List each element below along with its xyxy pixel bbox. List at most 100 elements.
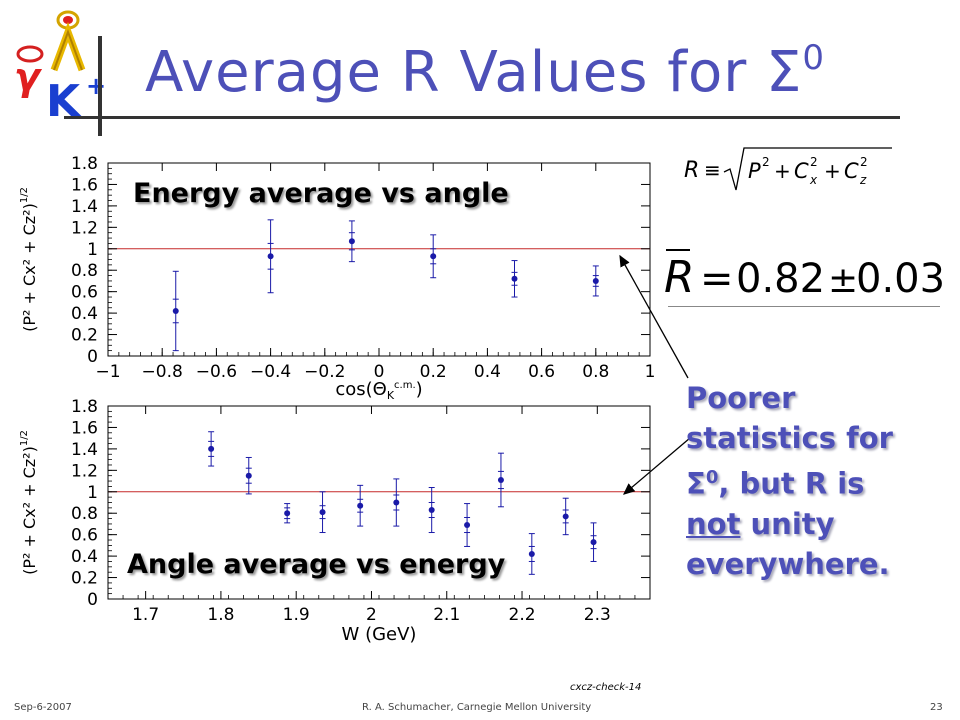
x-tick-label: 1.8: [207, 605, 234, 625]
top-plot-overlay-label: Energy average vs angle: [133, 178, 509, 209]
svg-text:z: z: [859, 173, 867, 187]
x-axis-label: cos(ΘKc.m.): [335, 379, 422, 402]
title-horizontal-rule: [64, 116, 900, 119]
note-sigma: Σ: [686, 466, 706, 501]
x-axis-label: W (GeV): [342, 624, 417, 645]
svg-text:=: =: [700, 256, 734, 302]
svg-text:2: 2: [762, 155, 770, 169]
y-tick-label: 0.2: [71, 569, 98, 589]
note-line-4-rest: unity: [740, 506, 835, 541]
plot-1: 1.7 1.8 1.9 2 2.1 2.2 2.300.20.40.60.811.21.41…: [19, 397, 651, 645]
x-tick-label: 0: [374, 362, 385, 382]
note-line-3-rest: , but R is: [718, 466, 865, 501]
y-tick-label: 1.6: [71, 175, 98, 195]
y-tick-label: 1.6: [71, 418, 98, 438]
y-tick-label: 1.8: [71, 397, 98, 417]
svg-text:0.03: 0.03: [856, 256, 945, 302]
data-point: [245, 472, 252, 479]
data-point: [464, 522, 471, 529]
note-line-2: statistics for: [686, 421, 893, 455]
data-point: [172, 307, 179, 314]
slide-title-sup: 0: [802, 38, 826, 78]
note-line-5: everywhere.: [686, 546, 890, 581]
y-axis-label: (P² + Cx² + Cz²)1/2: [19, 187, 39, 332]
x-tick-label: 0.8: [582, 362, 609, 382]
statistics-note: Poorer statistics for Σ0, but R is not u…: [686, 378, 946, 584]
x-tick-label: 1.7: [132, 605, 159, 625]
y-tick-label: 0.8: [71, 261, 98, 281]
note-not: not: [686, 506, 741, 541]
svg-text:R: R: [664, 252, 695, 303]
note-sigma-sup: 0: [705, 467, 719, 488]
x-tick-label: 2: [366, 605, 377, 625]
x-tick-label: 1.9: [283, 605, 310, 625]
svg-text:≡: ≡: [704, 158, 721, 182]
data-point: [267, 253, 274, 260]
note-line-1: Poorer: [686, 381, 796, 415]
x-tick-label: 0.4: [474, 362, 501, 382]
data-point: [393, 499, 400, 506]
y-tick-label: 0.8: [71, 504, 98, 524]
x-tick-label: −1: [95, 362, 120, 382]
data-point: [590, 539, 597, 546]
x-tick-label: −0.2: [304, 362, 345, 382]
title-vertical-rule: [98, 36, 102, 136]
data-point: [497, 476, 504, 483]
svg-text:P: P: [748, 159, 761, 183]
svg-text:γ: γ: [14, 55, 43, 99]
y-tick-label: 0.4: [71, 547, 98, 567]
x-tick-label: 0.2: [420, 362, 447, 382]
footer-author: R. A. Schumacher, Carnegie Mellon Univer…: [362, 702, 592, 713]
data-point: [511, 275, 518, 282]
y-axis-label: (P² + Cx² + Cz²)1/2: [19, 430, 39, 575]
svg-text:2: 2: [860, 155, 868, 169]
data-point: [348, 238, 355, 245]
y-tick-label: 0: [87, 590, 98, 610]
y-tick-label: 0.2: [71, 326, 98, 346]
x-tick-label: −0.6: [196, 362, 237, 382]
footer-date: Sep-6-2007: [14, 702, 72, 713]
y-tick-label: 1.4: [71, 440, 98, 460]
x-tick-label: −0.4: [250, 362, 291, 382]
x-tick-label: 1: [645, 362, 656, 382]
data-point: [528, 550, 535, 557]
r-definition-formula: R ≡ P 2 + C x 2 + C z 2: [684, 147, 892, 191]
arrow-to-bottom-plot: [623, 437, 691, 495]
bottom-plot-overlay-label: Angle average vs energy: [127, 549, 506, 580]
svg-text:R: R: [684, 158, 699, 183]
svg-text:+: +: [824, 159, 841, 183]
x-tick-label: 2.3: [584, 605, 611, 625]
svg-text:C: C: [794, 159, 809, 183]
y-tick-label: 1: [87, 240, 98, 260]
data-point: [592, 277, 599, 284]
svg-text:+: +: [774, 159, 791, 183]
arrow-to-top-plot: [619, 254, 689, 379]
check-label: cxcz-check-14: [570, 682, 642, 693]
y-tick-label: 0: [87, 347, 98, 367]
svg-text:x: x: [809, 173, 818, 187]
note-line-3: Σ0, but R is: [686, 458, 946, 504]
formula-underline: [668, 306, 940, 307]
data-point: [430, 253, 437, 260]
slide-title: Average R Values for Σ0: [145, 38, 825, 105]
svg-text:±: ±: [828, 260, 858, 301]
r-mean-formula: R = 0.82 ± 0.03: [664, 249, 945, 303]
y-tick-label: 1.4: [71, 197, 98, 217]
svg-text:0.82: 0.82: [736, 256, 825, 302]
note-line-4: not unity: [686, 504, 946, 544]
slide-title-text: Average R Values for Σ: [145, 40, 803, 105]
y-tick-label: 0.6: [71, 283, 98, 303]
data-point: [428, 507, 435, 514]
x-tick-label: 2.1: [433, 605, 460, 625]
data-point: [284, 510, 291, 517]
svg-text:2: 2: [810, 155, 818, 169]
plot-0: −1 −0.8 −0.6 −0.4 −0.2 0 0.2 0.4 0.6 0.8 100.20.40…: [19, 154, 655, 402]
data-point: [208, 445, 215, 452]
x-tick-label: 0.6: [528, 362, 555, 382]
x-tick-label: −0.8: [142, 362, 183, 382]
data-point: [562, 513, 569, 520]
y-tick-label: 0.6: [71, 526, 98, 546]
svg-text:C: C: [844, 159, 859, 183]
x-tick-label: 2.2: [509, 605, 536, 625]
